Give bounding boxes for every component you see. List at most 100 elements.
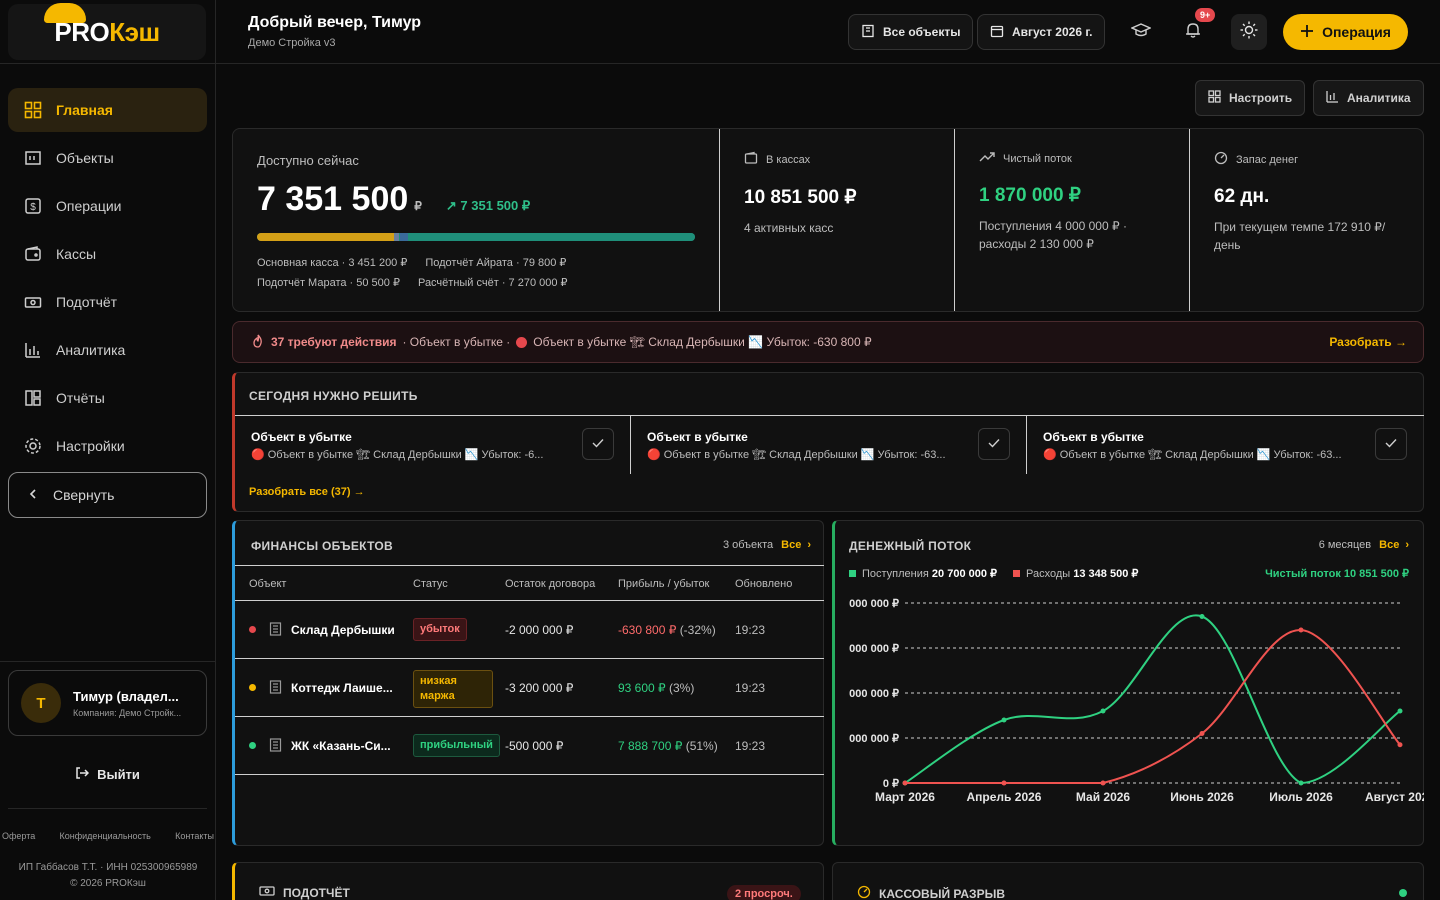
decision-card[interactable]: Объект в убытке 🔴 Объект в убытке 🏗 Скла… — [1027, 416, 1423, 474]
decision-card[interactable]: Объект в убытке 🔴 Объект в убытке 🏗 Скла… — [235, 416, 631, 474]
finance-all-link[interactable]: Все — [781, 539, 802, 551]
building-icon — [861, 24, 875, 41]
resolve-button[interactable] — [978, 428, 1010, 460]
grid-icon — [1208, 90, 1221, 106]
chevron-left-icon — [27, 487, 39, 503]
x-tick-label: Июль 2026 — [1269, 790, 1333, 804]
objects-filter-label: Все объекты — [883, 25, 961, 39]
data-point — [1001, 780, 1007, 786]
legend-value: 13 348 500 ₽ — [1073, 568, 1139, 580]
bar-segment-marat — [400, 233, 408, 241]
collapse-button[interactable]: Свернуть — [8, 472, 207, 518]
profit-loss: 93 600 ₽ (3%) — [618, 681, 694, 695]
plus-icon — [1300, 24, 1314, 41]
advance-card: ПОДОТЧЁТ 2 просроч. — [232, 862, 824, 900]
data-point — [1001, 717, 1007, 723]
series-line-income — [904, 614, 1401, 785]
topbar: Добрый вечер, Тимур Демо Стройка v3 Все … — [216, 0, 1440, 64]
chevron-right-icon: › — [1405, 539, 1409, 551]
sidebar-item-objects[interactable]: Объекты — [8, 136, 207, 180]
education-button[interactable] — [1123, 14, 1159, 50]
user-company: Компания: Демо Стройк... — [73, 707, 182, 718]
objects-filter-button[interactable]: Все объекты — [848, 14, 974, 50]
decision-sub: 🔴 Объект в убытке 🏗 Склад Дербышки 📉 Убы… — [251, 449, 544, 461]
contract-remaining: -2 000 000 ₽ — [505, 623, 574, 637]
sidebar-item-advance[interactable]: Подотчёт — [8, 280, 207, 324]
wallet-icon — [24, 245, 42, 263]
sidebar-item-label: Кассы — [56, 246, 97, 262]
alert-review-link[interactable]: Разобрать → — [1329, 335, 1407, 349]
today-cards: Объект в убытке 🔴 Объект в убытке 🏗 Скла… — [235, 415, 1424, 474]
cash-gap-card: КАССОВЫЙ РАЗРЫВ — [832, 862, 1424, 900]
cash-flow-chart: 000 000 ₽000 000 ₽000 000 ₽000 000 ₽0 ₽М… — [849, 598, 1424, 804]
objects-finance: ФИНАНСЫ ОБЪЕКТОВ 3 объекта Все › Объект Ст… — [232, 520, 824, 846]
privacy-link[interactable]: Конфиденциальность — [59, 831, 151, 841]
add-operation-label: Операция — [1322, 24, 1391, 40]
analytics-button[interactable]: Аналитика — [1313, 80, 1424, 116]
sidebar-item-reports[interactable]: Отчёты — [8, 376, 207, 420]
contacts-link[interactable]: Контакты — [175, 831, 214, 841]
cash-icon — [259, 885, 275, 900]
y-tick-label: 0 ₽ — [883, 778, 899, 790]
sidebar-item-cashboxes[interactable]: Кассы — [8, 232, 207, 276]
bar-segment-main — [257, 233, 394, 241]
objects-count: 3 объекта — [722, 539, 774, 551]
logo-kesh: Кэш — [109, 16, 160, 47]
logo[interactable]: PROКэш — [8, 2, 206, 60]
alert-banner[interactable]: 37 требуют действия · Объект в убытке · … — [232, 321, 1424, 363]
sidebar-item-settings[interactable]: Настройки — [8, 424, 207, 468]
cash-icon — [24, 293, 42, 311]
avatar: Т — [21, 683, 61, 723]
sidebar-item-operations[interactable]: $ Операции — [8, 184, 207, 228]
cashflow-all-link[interactable]: Все — [1379, 539, 1400, 551]
contract-remaining: -500 000 ₽ — [505, 739, 564, 753]
object-name[interactable]: Склад Дербышки — [291, 623, 395, 637]
data-point — [1100, 780, 1106, 786]
dashboard-icon — [24, 101, 42, 119]
building-icon — [269, 738, 282, 755]
table-row[interactable]: Коттедж Лаише... низкая маржа -3 200 000 ₽… — [235, 659, 824, 717]
legend-value: 20 700 000 ₽ — [931, 568, 998, 580]
add-operation-button[interactable]: Операция — [1283, 14, 1408, 50]
resolve-button[interactable] — [582, 428, 614, 460]
decision-card[interactable]: Объект в убытке 🔴 Объект в убытке 🏗 Скла… — [631, 416, 1027, 474]
sun-icon — [1239, 20, 1259, 45]
contract-remaining: -3 200 000 ₽ — [505, 681, 574, 695]
sidebar-item-home[interactable]: Главная — [8, 88, 207, 132]
decision-title: Объект в убытке — [251, 430, 352, 444]
company-name: Демо Стройка v3 — [248, 37, 336, 49]
offer-link[interactable]: Оферта — [2, 831, 36, 841]
notifications-button[interactable]: 9+ — [1175, 8, 1216, 50]
customize-button[interactable]: Настроить — [1195, 80, 1306, 116]
object-name[interactable]: Коттедж Лаише... — [291, 681, 393, 695]
updated-time: 19:23 — [735, 739, 766, 753]
sidebar-item-label: Аналитика — [56, 342, 126, 358]
theme-toggle[interactable] — [1231, 14, 1267, 50]
reserve-sub: При текущем темпе 172 910 ₽/день — [1214, 220, 1386, 252]
available-delta-value: 7 351 500 ₽ — [460, 198, 531, 213]
data-point — [1298, 780, 1304, 786]
sidebar-item-analytics[interactable]: Аналитика — [8, 328, 207, 372]
table-row[interactable]: Склад Дербышки убыток -2 000 000 ₽ -630 800… — [235, 601, 824, 659]
resolve-button[interactable] — [1375, 428, 1407, 460]
section-title: КАССОВЫЙ РАЗРЫВ — [879, 886, 1005, 900]
user-name: Тимур (владел... — [73, 688, 179, 704]
profit-percent: (3%) — [669, 681, 695, 695]
table-row[interactable]: ЖК «Казань-Си... прибыльный -500 000 ₽ 7 88… — [235, 717, 824, 775]
status-dot — [249, 626, 256, 633]
alert-text: · Объект в убытке · — [402, 335, 511, 349]
net-flow-header: Чистый поток — [979, 151, 1165, 166]
status-dot — [249, 684, 256, 691]
customize-label: Настроить — [1229, 91, 1293, 105]
user-card[interactable]: Т Тимур (владел... Компания: Демо Стройк… — [8, 670, 207, 736]
logout-button[interactable]: Выйти — [8, 760, 207, 788]
review-all-link[interactable]: Разобрать все (37) → — [249, 486, 365, 498]
cash-flow: ДЕНЕЖНЫЙ ПОТОК 6 месяцев Все › Поступления… — [832, 520, 1424, 846]
flame-icon — [251, 334, 265, 351]
period-button[interactable]: Август 2026 г. — [977, 14, 1106, 50]
object-name[interactable]: ЖК «Казань-Си... — [291, 739, 391, 753]
section-title: ФИНАНСЫ ОБЪЕКТОВ — [251, 539, 394, 553]
column-header: Статус — [413, 578, 448, 590]
period-label: 6 месяцев — [1318, 539, 1372, 551]
